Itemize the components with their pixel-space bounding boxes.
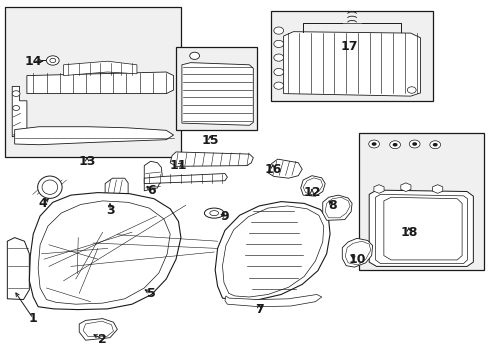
Circle shape	[408, 140, 419, 148]
Circle shape	[389, 141, 400, 149]
Circle shape	[189, 52, 199, 59]
Text: 14: 14	[24, 55, 42, 68]
Polygon shape	[267, 159, 302, 178]
Text: 12: 12	[303, 186, 320, 199]
Circle shape	[273, 82, 283, 89]
Polygon shape	[224, 294, 321, 307]
Ellipse shape	[38, 176, 62, 198]
Polygon shape	[170, 152, 253, 166]
Polygon shape	[342, 238, 372, 267]
Text: 15: 15	[201, 134, 219, 147]
Text: 11: 11	[169, 159, 187, 172]
Circle shape	[368, 140, 379, 148]
Polygon shape	[215, 202, 329, 301]
Circle shape	[12, 91, 20, 96]
Polygon shape	[222, 206, 323, 297]
Polygon shape	[368, 190, 472, 266]
Circle shape	[411, 142, 416, 146]
Polygon shape	[303, 178, 322, 194]
Polygon shape	[300, 176, 325, 196]
Polygon shape	[322, 195, 351, 220]
Circle shape	[50, 58, 56, 63]
Ellipse shape	[209, 211, 218, 216]
Text: 17: 17	[340, 40, 358, 53]
Polygon shape	[127, 269, 161, 290]
Polygon shape	[83, 321, 113, 337]
Polygon shape	[27, 72, 173, 94]
Polygon shape	[383, 197, 461, 260]
Text: 1: 1	[29, 312, 38, 325]
Circle shape	[273, 40, 283, 48]
Text: 18: 18	[399, 226, 417, 239]
Bar	[271, 11, 432, 101]
Circle shape	[371, 142, 376, 146]
Polygon shape	[29, 193, 181, 310]
Polygon shape	[345, 241, 370, 265]
Polygon shape	[144, 161, 162, 191]
Circle shape	[392, 143, 397, 147]
Polygon shape	[325, 197, 349, 218]
Circle shape	[273, 68, 283, 76]
Text: 2: 2	[98, 333, 107, 346]
Text: 7: 7	[254, 303, 263, 316]
Polygon shape	[105, 178, 128, 202]
Circle shape	[46, 56, 59, 65]
Text: 16: 16	[264, 163, 281, 176]
Bar	[176, 47, 256, 130]
Polygon shape	[12, 86, 27, 137]
Text: 4: 4	[39, 197, 47, 210]
Circle shape	[407, 87, 415, 93]
Bar	[359, 133, 483, 270]
Polygon shape	[375, 194, 467, 264]
Text: 8: 8	[327, 199, 336, 212]
Polygon shape	[38, 201, 170, 304]
Text: 5: 5	[147, 287, 156, 300]
Polygon shape	[79, 319, 117, 340]
Polygon shape	[15, 127, 173, 145]
Polygon shape	[7, 238, 29, 300]
Ellipse shape	[204, 208, 224, 218]
Text: 13: 13	[78, 156, 96, 168]
Text: 10: 10	[347, 253, 365, 266]
Polygon shape	[129, 271, 158, 288]
Circle shape	[13, 105, 20, 111]
Circle shape	[273, 27, 283, 34]
Polygon shape	[63, 61, 137, 76]
Polygon shape	[144, 174, 227, 184]
Polygon shape	[182, 63, 253, 125]
Bar	[5, 7, 181, 157]
Text: 6: 6	[147, 184, 156, 197]
Circle shape	[429, 141, 440, 149]
Text: 3: 3	[105, 204, 114, 217]
Polygon shape	[283, 32, 420, 96]
Ellipse shape	[42, 180, 58, 194]
Circle shape	[432, 143, 437, 147]
Circle shape	[273, 54, 283, 61]
Text: 9: 9	[220, 210, 229, 222]
